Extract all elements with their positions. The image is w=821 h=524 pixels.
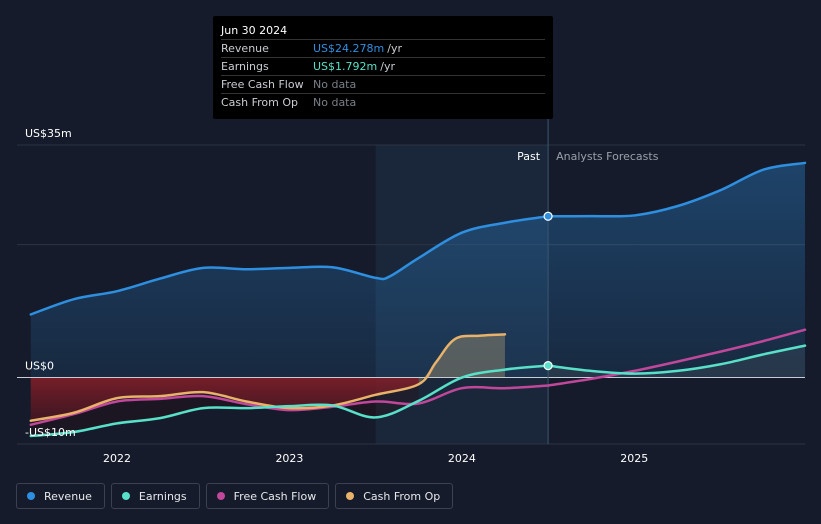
x-axis-tick-label: 2022 — [103, 452, 131, 465]
tooltip-value: US$1.792m — [313, 60, 378, 73]
tooltip: Jun 30 2024 Revenue US$24.278m /yr Earni… — [213, 16, 553, 119]
forecast-label: Analysts Forecasts — [556, 150, 659, 163]
x-axis-tick-label: 2025 — [620, 452, 648, 465]
tooltip-suffix: /yr — [387, 42, 402, 55]
x-axis-tick-label: 2023 — [275, 452, 303, 465]
legend-dot-icon — [346, 492, 355, 500]
tooltip-row-earnings: Earnings US$1.792m /yr — [221, 58, 545, 76]
legend-item-earnings[interactable]: Earnings — [110, 483, 200, 509]
revenue-marker — [543, 211, 553, 221]
tooltip-row-revenue: Revenue US$24.278m /yr — [221, 40, 545, 58]
tooltip-suffix: /yr — [380, 60, 395, 73]
legend-label: Free Cash Flow — [233, 489, 317, 503]
tooltip-label: Free Cash Flow — [221, 78, 304, 91]
tooltip-label: Cash From Op — [221, 96, 299, 109]
legend-dot-icon — [27, 492, 35, 500]
y-axis-label: -US$10m — [25, 426, 76, 439]
tooltip-label: Earnings — [221, 60, 269, 73]
x-axis-tick-label: 2024 — [448, 452, 476, 465]
y-axis-label: US$0 — [25, 360, 54, 373]
tooltip-value: US$24.278m — [313, 42, 385, 55]
tooltip-value: No data — [313, 96, 357, 109]
cash-from-op-line — [29, 333, 507, 422]
legend-label: Cash From Op — [363, 489, 441, 503]
tooltip-row-cash-from-op: Cash From Op No data — [221, 94, 545, 111]
legend-label: Earnings — [138, 489, 187, 503]
tooltip-value: No data — [313, 78, 357, 91]
legend-item-cash-from-op[interactable]: Cash From Op — [335, 483, 454, 509]
tooltip-date: Jun 30 2024 — [221, 22, 545, 40]
legend-label: Revenue — [44, 489, 92, 503]
free-cash-flow-forecast-line — [546, 328, 807, 387]
past-label: Past — [517, 150, 541, 163]
legend-item-revenue[interactable]: Revenue — [16, 483, 105, 509]
earnings-forecast-line — [546, 344, 807, 375]
earnings-line — [29, 364, 550, 438]
tooltip-row-free-cash-flow: Free Cash Flow No data — [221, 76, 545, 94]
tooltip-label: Revenue — [221, 42, 269, 55]
revenue-line — [29, 214, 550, 316]
legend-dot-icon — [216, 492, 225, 500]
legend-item-free-cash-flow[interactable]: Free Cash Flow — [205, 483, 330, 509]
revenue-forecast-line — [546, 161, 807, 218]
negative-area — [30, 377, 419, 421]
y-axis-label: US$35m — [25, 127, 72, 140]
free-cash-flow-line — [29, 384, 550, 426]
earnings-forecast-area — [548, 345, 805, 378]
legend-dot-icon — [121, 492, 130, 500]
earnings-marker — [543, 361, 553, 371]
legend: Revenue Earnings Free Cash Flow Cash Fro… — [16, 483, 454, 509]
